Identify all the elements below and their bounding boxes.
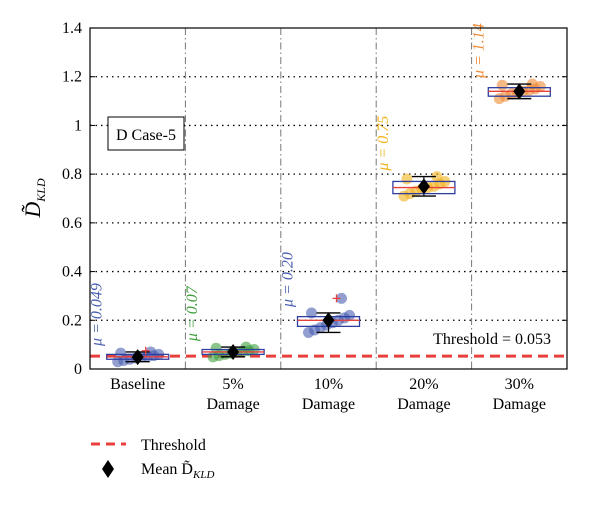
mean-value-label: μ = 1.14 — [470, 23, 487, 79]
plot-frame — [89, 27, 568, 370]
box-group: μ = 0.049 — [89, 283, 170, 368]
data-point — [306, 307, 317, 319]
grid — [90, 28, 567, 369]
legend-mean-label-main: Mean D̃ — [141, 460, 193, 478]
x-tick-label-line: 10% — [314, 376, 343, 393]
y-tick-label: 0 — [74, 361, 82, 378]
y-axis-label: D̃KLD — [20, 178, 48, 219]
data-point — [344, 309, 355, 321]
y-tick-label: 1.4 — [62, 20, 82, 37]
box-groups: μ = 0.049 μ = 0.07 μ = 0.20 μ = 0.75 μ = 1.1… — [89, 23, 551, 368]
x-tick-label-line: 20% — [409, 376, 438, 393]
legend-mean-label-sub: KLD — [192, 469, 214, 481]
y-tick-label: 0.4 — [62, 264, 82, 281]
mean-diamond — [322, 312, 335, 329]
mean-diamond — [513, 83, 526, 100]
x-tick-label-line: 30% — [505, 376, 534, 393]
mean-diamond — [131, 349, 144, 366]
box-group: μ = 0.07 — [184, 285, 265, 363]
x-tick-label: 5% Damage — [206, 376, 259, 413]
legend-mean-label: Mean D̃KLD — [141, 460, 214, 481]
y-tick-label: 1 — [74, 117, 82, 134]
legend: Threshold Mean D̃KLD — [91, 437, 214, 481]
box-group: μ = 0.20 — [280, 252, 361, 338]
x-tick-label-line: Damage — [302, 396, 355, 413]
case-label-box: D Case-5 — [107, 116, 185, 151]
box-group: μ = 1.14 — [470, 23, 551, 105]
outlier-marker — [332, 294, 341, 303]
data-point — [115, 347, 127, 359]
x-tick-label-line: Baseline — [110, 376, 165, 393]
y-tick-label: 0.2 — [62, 312, 82, 329]
data-point — [210, 342, 222, 354]
y-tick-label: 0.8 — [62, 166, 82, 183]
x-tick-label-line: 5% — [222, 376, 243, 393]
data-point — [526, 78, 538, 90]
mean-value-label: μ = 0.20 — [280, 252, 297, 308]
x-tick-label: 10% Damage — [302, 376, 355, 413]
data-point — [496, 79, 508, 91]
x-tick-label-line: Damage — [397, 396, 450, 413]
outlier-marker — [141, 346, 150, 355]
data-point — [401, 173, 413, 185]
data-point — [336, 292, 347, 304]
mean-value-label: μ = 0.049 — [89, 283, 106, 347]
mean-diamond — [227, 343, 240, 360]
legend-threshold-label: Threshold — [141, 437, 206, 454]
x-tick-label-line: Damage — [493, 396, 546, 413]
y-axis-label-main: D̃ — [20, 202, 45, 219]
y-axis-ticks: 0 0.2 0.4 0.6 0.8 1 1.2 1.4 — [62, 20, 567, 378]
data-point — [431, 171, 443, 183]
threshold-label: Threshold = 0.053 — [433, 331, 551, 348]
x-tick-label: Baseline — [110, 376, 165, 393]
x-axis-ticks: Baseline 5% Damage 10% Damage 20% Damage 30% Dam… — [110, 376, 546, 413]
y-tick-label: 1.2 — [62, 69, 82, 86]
box-group: μ = 0.75 — [375, 116, 456, 202]
mean-value-label: μ = 0.07 — [184, 285, 201, 342]
mean-diamond — [417, 178, 430, 195]
legend-mean-diamond-icon — [102, 460, 114, 478]
x-tick-label: 20% Damage — [397, 376, 450, 413]
mean-value-label: μ = 0.75 — [375, 116, 392, 172]
x-tick-label-line: Damage — [206, 396, 259, 413]
case-label: D Case-5 — [116, 127, 176, 144]
y-axis-label-sub: KLD — [34, 178, 48, 203]
y-tick-label: 0.6 — [62, 215, 82, 232]
x-tick-label: 30% Damage — [493, 376, 546, 413]
